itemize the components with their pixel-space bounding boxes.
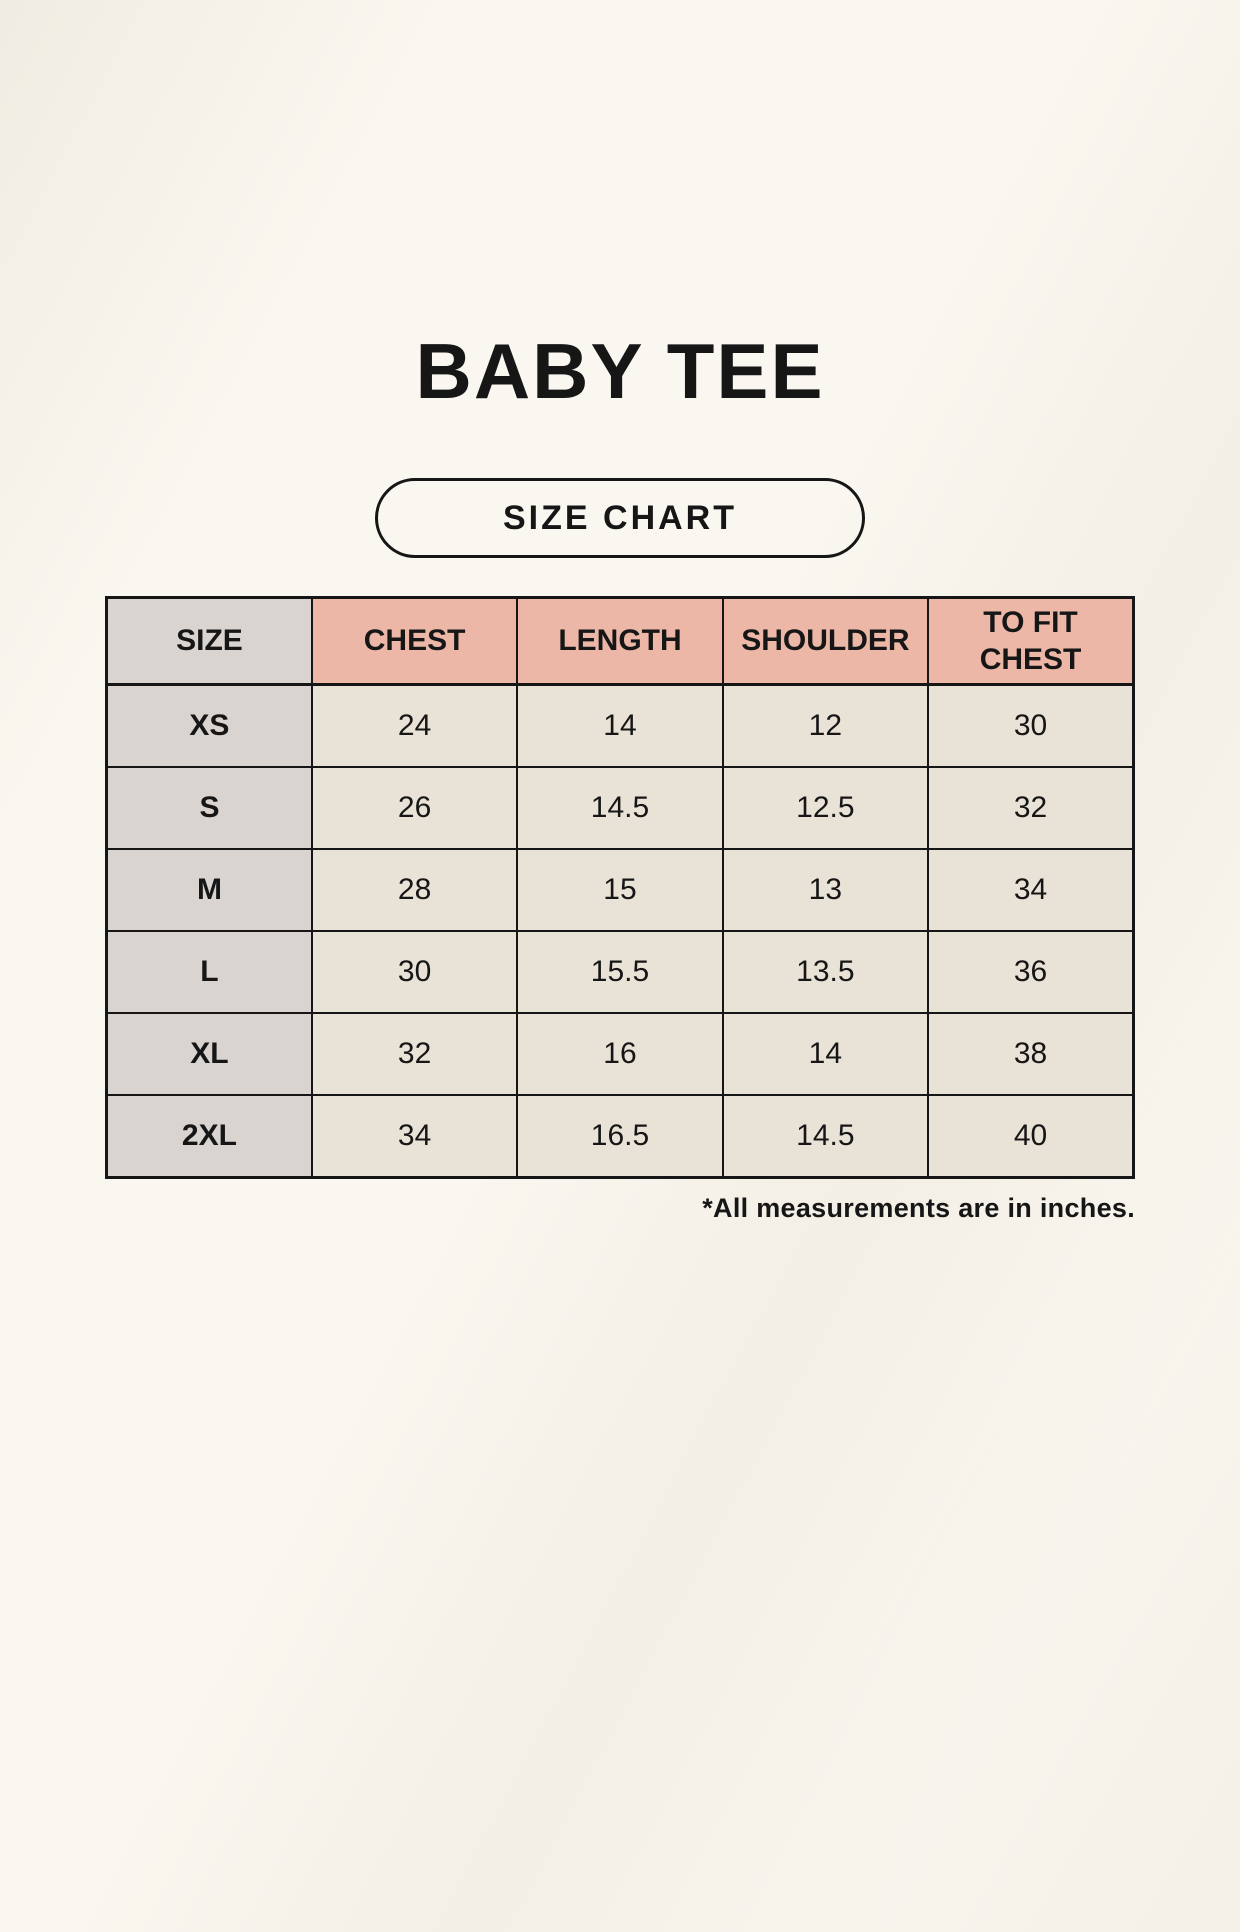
cell-shoulder: 13.5 xyxy=(721,930,930,1014)
cell-chest: 24 xyxy=(310,683,519,768)
cell-to-fit-chest: 36 xyxy=(927,930,1135,1014)
size-chart-page: BABY TEE SIZE CHART SIZE CHEST LENGTH SH… xyxy=(105,332,1135,1224)
table-body: XS 24 14 12 30 S 26 14.5 12.5 32 M 28 15… xyxy=(105,683,1135,1179)
header-to-fit-chest: TO FIT CHEST xyxy=(927,596,1135,686)
size-chart-badge-label: SIZE CHART xyxy=(503,498,737,537)
cell-to-fit-chest: 34 xyxy=(927,848,1135,932)
table-header: SIZE CHEST LENGTH SHOULDER TO FIT CHEST xyxy=(105,596,1135,686)
header-shoulder: SHOULDER xyxy=(721,596,930,686)
header-chest: CHEST xyxy=(310,596,519,686)
cell-shoulder: 14 xyxy=(721,1012,930,1096)
table-row-xl: XL 32 16 14 38 xyxy=(105,1012,1135,1096)
measurements-footnote: *All measurements are in inches. xyxy=(702,1193,1135,1223)
table-row-s: S 26 14.5 12.5 32 xyxy=(105,766,1135,850)
size-chart-table: SIZE CHEST LENGTH SHOULDER TO FIT CHEST … xyxy=(105,596,1135,1179)
cell-shoulder: 13 xyxy=(721,848,930,932)
cell-chest: 32 xyxy=(310,1012,519,1096)
row-size-label: XL xyxy=(105,1012,313,1096)
row-size-label: S xyxy=(105,766,313,850)
header-row: SIZE CHEST LENGTH SHOULDER TO FIT CHEST xyxy=(105,596,1135,686)
header-size: SIZE xyxy=(105,596,313,686)
row-size-label: XS xyxy=(105,683,313,768)
cell-length: 14 xyxy=(516,683,724,768)
cell-length: 15 xyxy=(516,848,724,932)
cell-length: 14.5 xyxy=(516,766,724,850)
table-row-l: L 30 15.5 13.5 36 xyxy=(105,930,1135,1014)
row-size-label: 2XL xyxy=(105,1094,313,1179)
cell-length: 15.5 xyxy=(516,930,724,1014)
size-chart-badge: SIZE CHART xyxy=(375,478,865,558)
table-row-m: M 28 15 13 34 xyxy=(105,848,1135,932)
cell-to-fit-chest: 38 xyxy=(927,1012,1135,1096)
cell-shoulder: 14.5 xyxy=(721,1094,930,1179)
cell-to-fit-chest: 30 xyxy=(927,683,1135,768)
page-title: BABY TEE xyxy=(415,327,825,415)
cell-to-fit-chest: 40 xyxy=(927,1094,1135,1179)
cell-to-fit-chest: 32 xyxy=(927,766,1135,850)
cell-chest: 34 xyxy=(310,1094,519,1179)
header-length: LENGTH xyxy=(516,596,724,686)
row-size-label: L xyxy=(105,930,313,1014)
cell-chest: 26 xyxy=(310,766,519,850)
cell-chest: 28 xyxy=(310,848,519,932)
cell-length: 16 xyxy=(516,1012,724,1096)
cell-shoulder: 12.5 xyxy=(721,766,930,850)
table-row-xs: XS 24 14 12 30 xyxy=(105,683,1135,768)
row-size-label: M xyxy=(105,848,313,932)
cell-length: 16.5 xyxy=(516,1094,724,1179)
table-row-2xl: 2XL 34 16.5 14.5 40 xyxy=(105,1094,1135,1179)
cell-shoulder: 12 xyxy=(721,683,930,768)
cell-chest: 30 xyxy=(310,930,519,1014)
